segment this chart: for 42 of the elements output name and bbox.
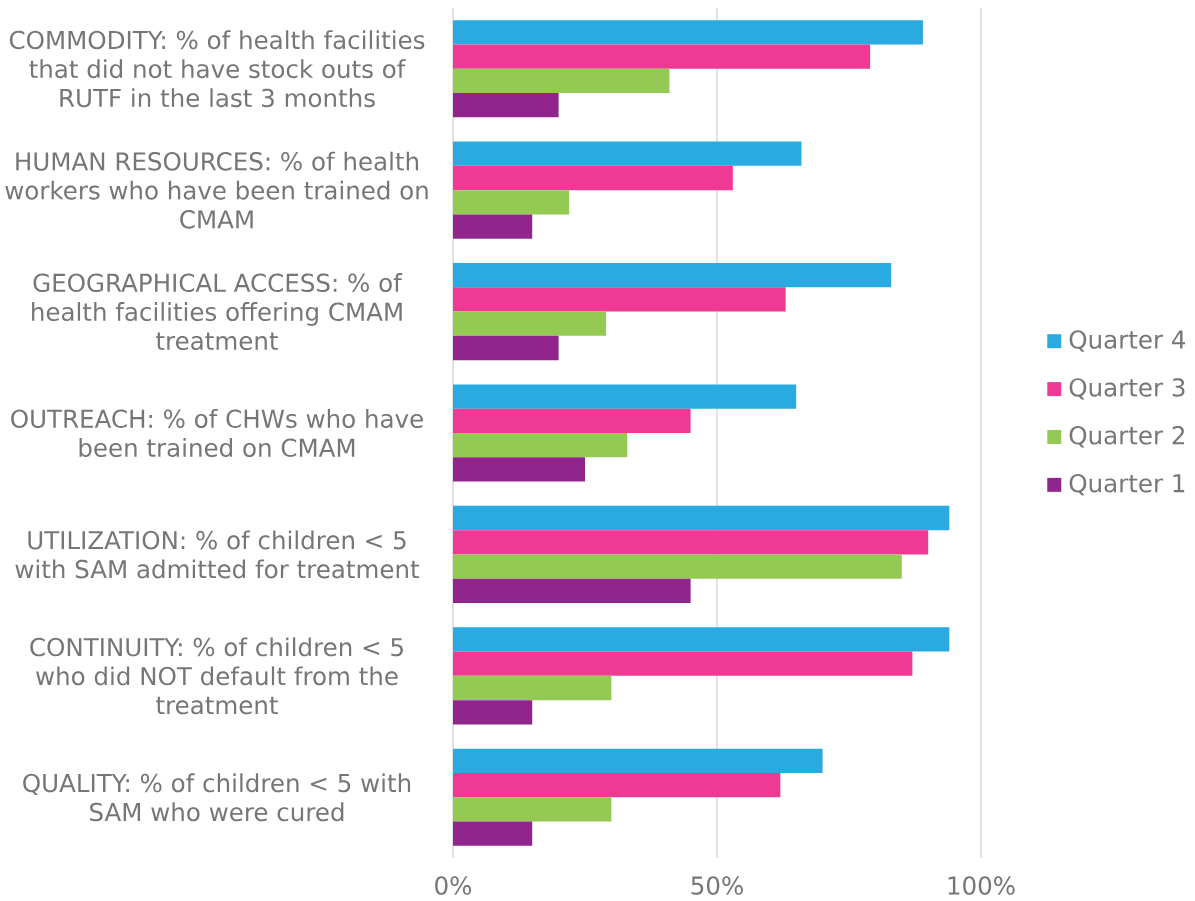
bar: [453, 287, 786, 312]
bar: [453, 627, 950, 652]
bar: [453, 311, 607, 336]
legend-label: Quarter 1: [1069, 473, 1185, 496]
y-tick-label: HUMAN RESOURCES: % of health workers who have been trained on CMAM: [5, 151, 428, 229]
bar: [453, 457, 585, 482]
bar: [453, 578, 691, 604]
bar: [453, 797, 612, 822]
x-tick-label: 100%: [948, 876, 1015, 895]
legend-label: Quarter 3: [1069, 378, 1185, 400]
bar: [453, 44, 871, 69]
bar: [453, 651, 913, 676]
legend-label: Quarter 4: [1069, 330, 1186, 352]
bar: [453, 190, 570, 215]
x-tick-label: 50%: [691, 876, 743, 895]
bar: [453, 821, 533, 846]
bar: [453, 554, 902, 579]
bar: [453, 263, 892, 288]
bar: [453, 675, 612, 701]
bar: [453, 530, 929, 555]
x-tick-label: 0%: [435, 876, 472, 895]
bar: [453, 433, 628, 458]
y-tick-label: UTILIZATION: % of children < 5 with SAM admitted for treatment: [15, 530, 420, 579]
y-tick-label: GEOGRAPHICAL ACCESS: % of health facilities offering CMAM treatment: [32, 273, 403, 351]
y-tick-label: OUTREACH: % of CHWs who have been trained on CMAM: [11, 409, 423, 458]
y-tick-label: CONTINUITY: % of children < 5 who did NOT default from the treatment: [30, 637, 403, 715]
bar: [453, 700, 533, 725]
bar: [453, 165, 733, 191]
bar: [453, 773, 781, 798]
bar: [453, 93, 559, 118]
bar: [453, 214, 533, 239]
y-tick-label: COMMODITY: % of health facilities that did not have stock outs of RUTF in the last 3 months: [9, 30, 425, 108]
legend-label: Quarter 2: [1069, 426, 1184, 448]
bar: [453, 505, 950, 531]
bar: [453, 748, 823, 774]
bar: [453, 141, 802, 166]
y-tick-label: QUALITY: % of children < 5 with SAM who were cured: [23, 773, 411, 822]
bar: [453, 335, 559, 361]
bar: [453, 384, 797, 409]
bar: [453, 68, 670, 94]
bar: [453, 20, 923, 45]
bar: [453, 408, 691, 434]
